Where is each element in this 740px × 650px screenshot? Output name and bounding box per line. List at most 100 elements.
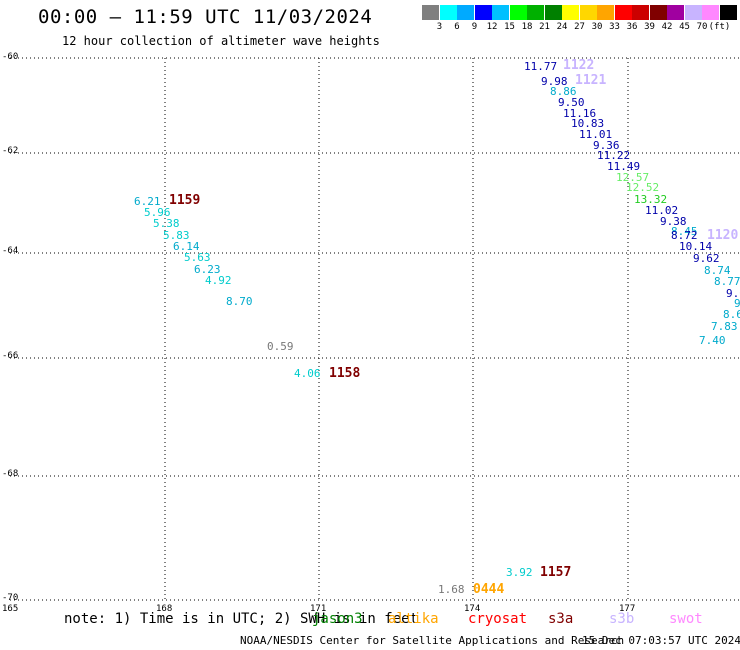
wave-height-label: 10.83 xyxy=(571,117,605,130)
wave-height-label: 9.50 xyxy=(558,96,585,109)
wave-height-label: 5.83 xyxy=(163,229,190,242)
wave-height-label: 3.92 xyxy=(506,566,533,579)
legend-label: 18 xyxy=(521,22,533,32)
wave-height-label: 11.02 xyxy=(645,204,679,217)
legend-label: 27 xyxy=(574,22,585,32)
legend-swatch xyxy=(562,5,579,20)
wave-height-label: 11.01 xyxy=(579,128,613,141)
legend-label: 15 xyxy=(504,22,515,32)
legend-label: 6 xyxy=(454,22,460,32)
legend-swatch xyxy=(527,5,544,20)
legend-swatch xyxy=(719,5,737,20)
generated-timestamp: 15 Dec 07:03:57 UTC 2024 xyxy=(582,634,740,647)
track-id: 0444 xyxy=(473,582,505,597)
lat-label: -62 xyxy=(2,146,19,156)
track-id: 1120 xyxy=(707,228,739,243)
satellite-label-cryosat: cryosat xyxy=(468,611,528,627)
track-id: 1158 xyxy=(329,366,361,381)
legend-label: 9 xyxy=(471,22,478,32)
wave-height-label: 6.14 xyxy=(173,240,200,253)
wave-height-label: 12.52 xyxy=(626,181,660,194)
wave-height-label: 6.21 xyxy=(134,195,161,208)
legend-label: 3 xyxy=(436,22,443,32)
satellite-label-jason3: jason3 xyxy=(312,611,363,627)
satellite-label-s3b: s3b xyxy=(609,611,635,627)
legend-swatch xyxy=(579,5,597,20)
lon-label: 177 xyxy=(619,604,636,614)
wave-height-label: 8.86 xyxy=(550,85,577,98)
wave-height-label: 5.96 xyxy=(144,206,171,219)
wave-height-label: 5.63 xyxy=(184,251,211,264)
legend-swatch xyxy=(632,5,649,20)
wave-height-label: 5.38 xyxy=(153,217,180,230)
wave-height-label: 11.22 xyxy=(597,149,631,162)
legend-swatch xyxy=(597,5,614,20)
wave-height-label: 9.0 xyxy=(726,287,740,300)
legend-label: 30 xyxy=(591,22,603,32)
wave-height-label: 11.16 xyxy=(563,107,597,120)
legend-swatch xyxy=(544,5,562,20)
wave-height-label: 11.49 xyxy=(607,160,641,173)
wave-height-label: 8.45 xyxy=(671,225,698,238)
legend-swatch xyxy=(684,5,702,20)
legend-label: 39 xyxy=(644,22,655,32)
track-id: 1159 xyxy=(169,193,201,208)
page-title: 00:00 – 11:59 UTC 11/03/2024 xyxy=(38,6,373,28)
lon-label: 168 xyxy=(156,604,173,614)
lon-label: 165 xyxy=(2,604,19,614)
legend-label: 12 xyxy=(486,22,498,32)
legend-label: 24 xyxy=(556,22,568,32)
wave-height-label: 4.06 xyxy=(294,367,321,380)
lon-label: 171 xyxy=(310,604,327,614)
lat-label: -64 xyxy=(2,246,19,256)
lat-label: -66 xyxy=(2,351,19,361)
wave-height-label: 9 xyxy=(734,297,740,310)
legend-swatch xyxy=(702,5,719,20)
legend-label: 70 xyxy=(696,22,708,32)
wave-height-label: 9.38 xyxy=(660,215,687,228)
wave-height-label: 8.72 xyxy=(671,229,698,242)
legend-swatch xyxy=(474,5,492,20)
units-note: note: 1) Time is in UTC; 2) SWH is in fe… xyxy=(64,611,419,627)
wave-height-label: 8.70 xyxy=(226,295,253,308)
lat-label: -70 xyxy=(2,593,19,603)
wave-height-label: 6.23 xyxy=(194,263,221,276)
legend-swatch xyxy=(509,5,527,20)
legend-label: 42 xyxy=(661,22,673,32)
legend-label: 21 xyxy=(539,22,550,32)
lon-label: 174 xyxy=(464,604,481,614)
track-id: 1122 xyxy=(563,58,595,73)
wave-height-label: 7.40 xyxy=(699,334,726,347)
legend-label: 36 xyxy=(626,22,638,32)
legend-swatch xyxy=(667,5,684,20)
lat-label: -68 xyxy=(2,469,19,479)
legend-swatch xyxy=(457,5,474,20)
wave-height-label: 11.77 xyxy=(524,60,558,73)
track-id: 1121 xyxy=(575,73,607,88)
wave-height-label: 1.68 xyxy=(438,583,465,596)
wave-height-label: 9.36 xyxy=(593,139,620,152)
wave-height-label: 12.57 xyxy=(616,171,650,184)
track-id: 1157 xyxy=(540,565,572,580)
legend-swatch xyxy=(614,5,632,20)
lat-label: -60 xyxy=(2,52,19,62)
legend-label: 45 xyxy=(679,22,690,32)
wave-height-label: 7.83 xyxy=(711,320,738,333)
wave-height-label: 8.6 xyxy=(723,308,740,321)
credit-text: NOAA/NESDIS Center for Satellite Applica… xyxy=(240,634,625,647)
page-subtitle: 12 hour collection of altimeter wave hei… xyxy=(62,34,380,48)
satellite-label-swot: swot xyxy=(669,611,703,627)
wave-height-label: 9.98 xyxy=(541,75,568,88)
legend-label: (ft) xyxy=(708,22,731,32)
wave-height-label: 8.74 xyxy=(704,264,731,277)
wave-height-label: 13.32 xyxy=(634,193,668,206)
satellite-label-altika: altika xyxy=(388,611,439,627)
legend-swatch xyxy=(439,5,457,20)
wave-height-label: 4.92 xyxy=(205,274,232,287)
wave-height-label: 8.77 xyxy=(714,275,740,288)
legend-swatch xyxy=(492,5,509,20)
legend-swatch xyxy=(649,5,667,20)
legend-swatch xyxy=(422,5,439,20)
legend-label: 33 xyxy=(609,22,620,32)
